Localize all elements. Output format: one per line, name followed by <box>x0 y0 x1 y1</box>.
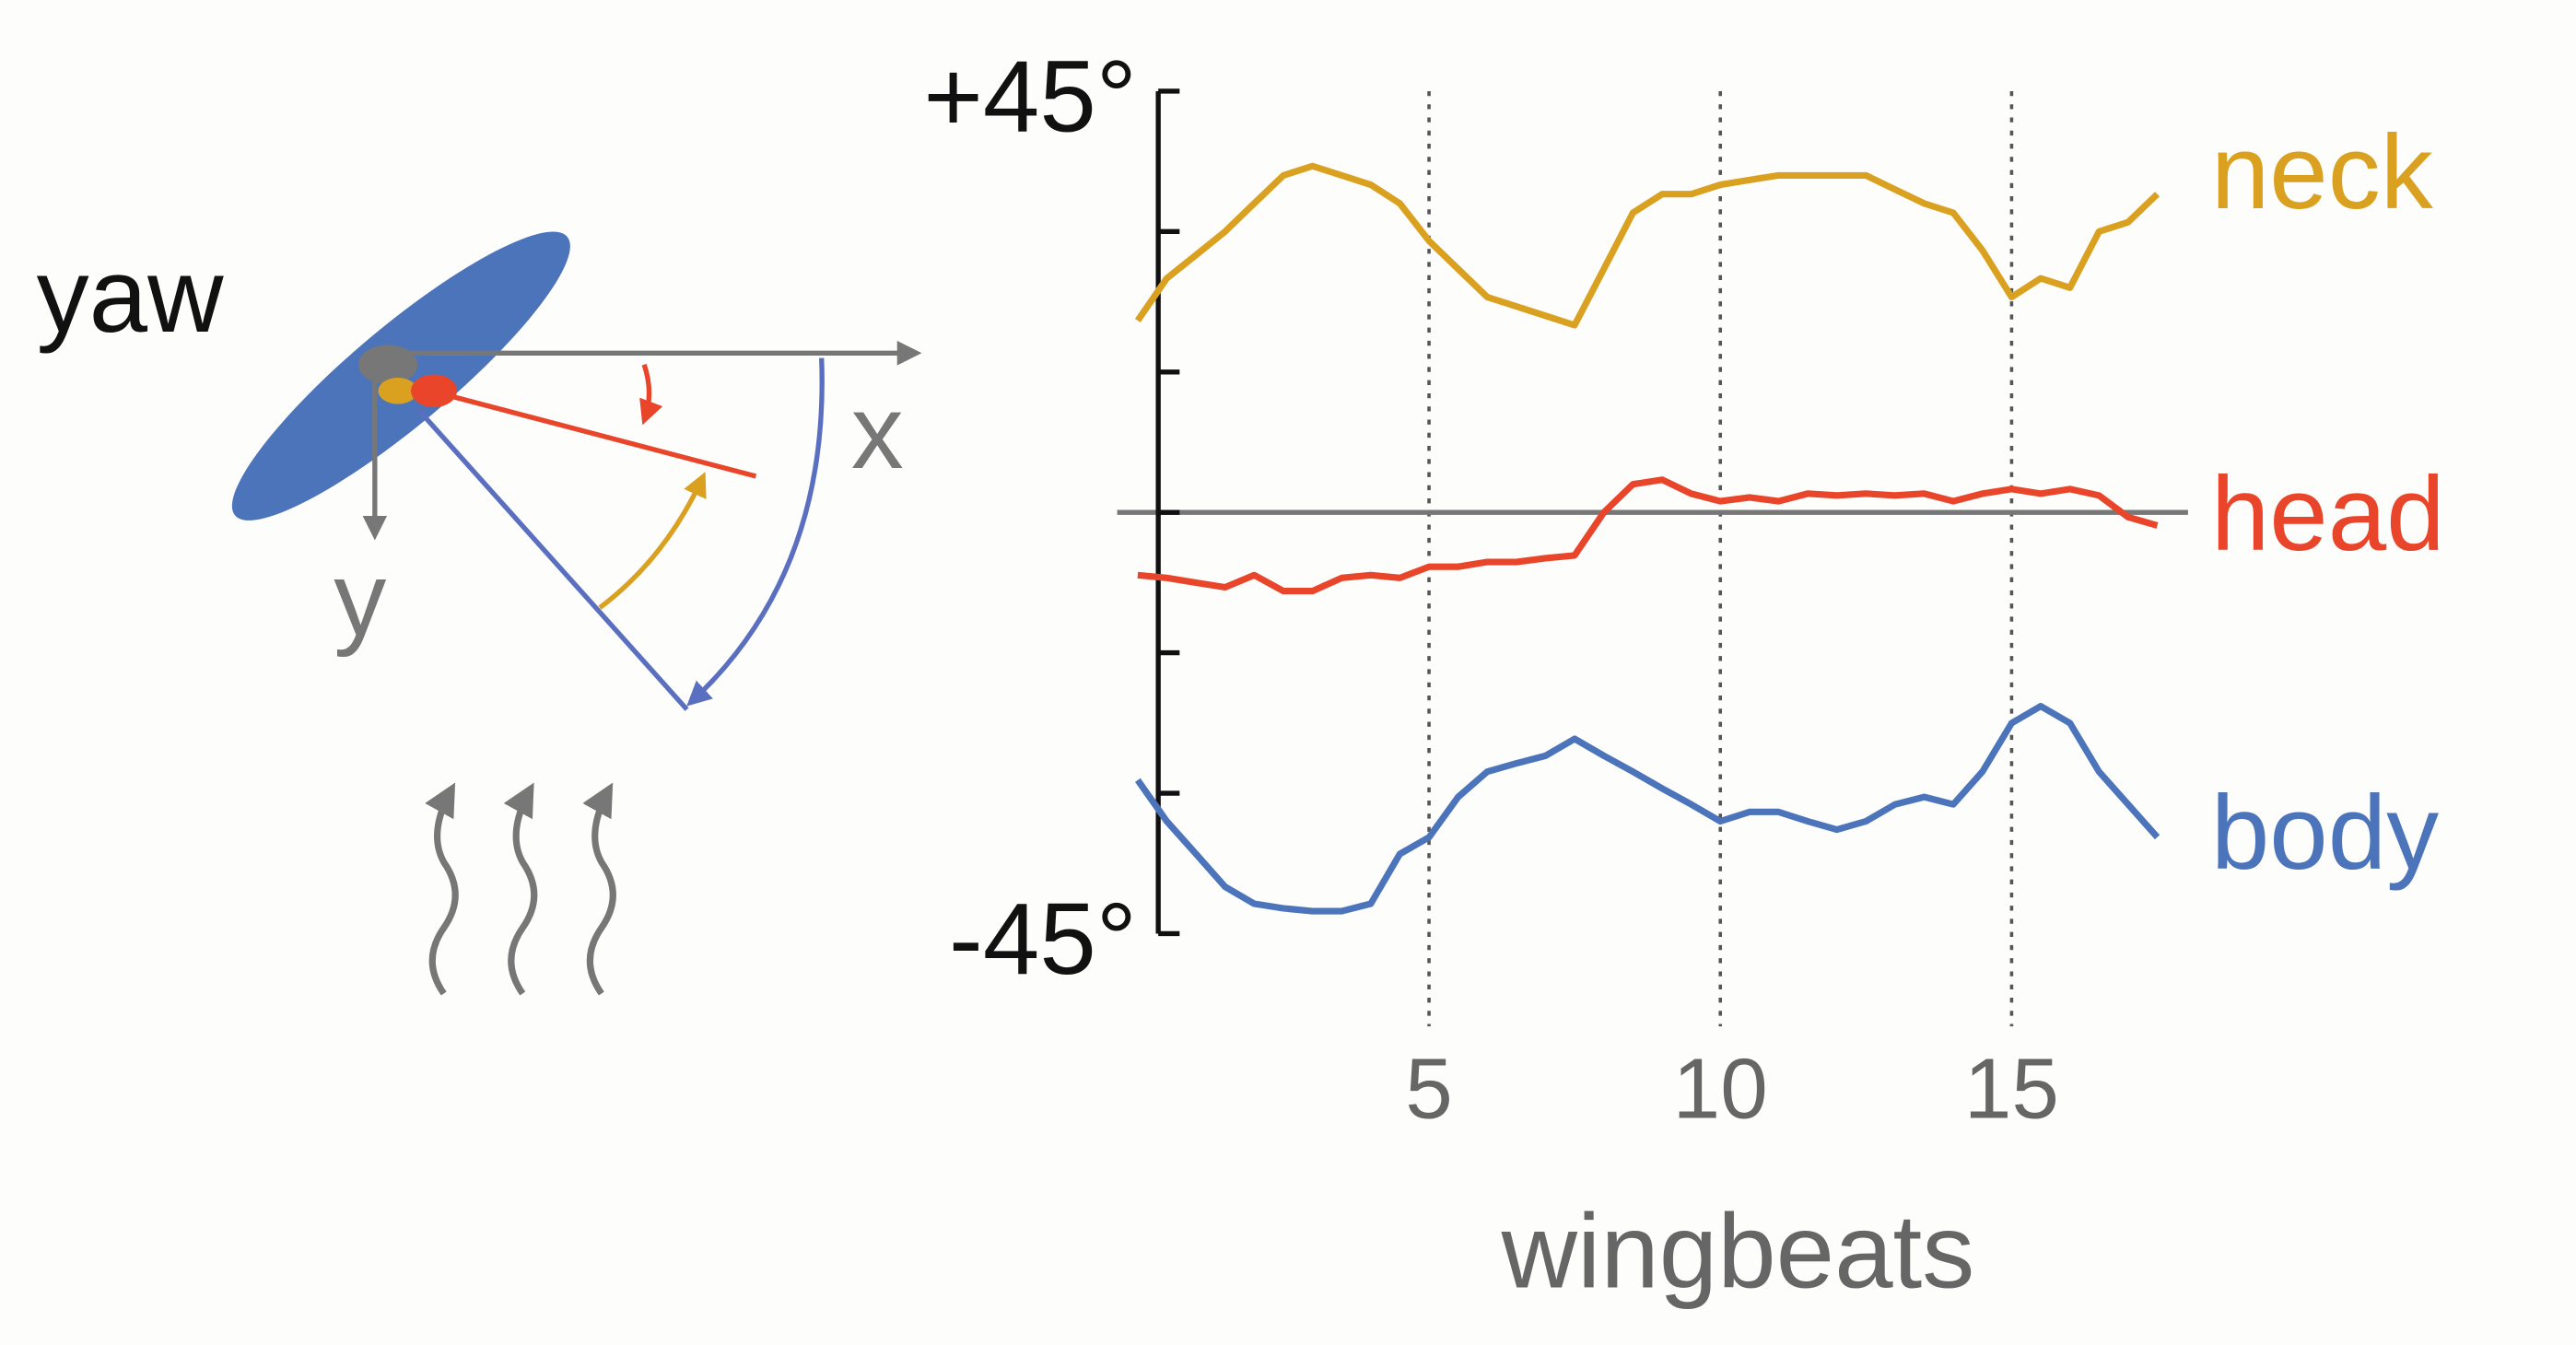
yaw-diagram: yaw x y <box>37 231 922 996</box>
head-arc <box>639 363 663 426</box>
neck-shape <box>378 378 418 404</box>
y-tick-label: -45° <box>949 883 1137 996</box>
series-line <box>1134 162 2160 329</box>
x-tick-label: 15 <box>1964 1041 2059 1137</box>
legend-label: neck <box>2211 114 2434 231</box>
neck-arc <box>598 472 707 610</box>
body-line <box>416 408 689 711</box>
x-tick-label: 5 <box>1405 1041 1453 1137</box>
series-line <box>1137 476 2159 595</box>
legend-label: body <box>2211 775 2439 892</box>
wind-arrow <box>503 782 538 996</box>
x-axis-title: wingbeats <box>1501 1193 1975 1310</box>
series-line <box>1134 702 2160 915</box>
y-tick-label: +45° <box>923 40 1137 153</box>
wind-arrow <box>425 782 459 996</box>
x-label: x <box>851 374 904 491</box>
x-tick-label: 10 <box>1673 1041 1768 1137</box>
head-line <box>429 388 757 479</box>
body-arc <box>686 357 825 707</box>
yaw-label: yaw <box>37 238 224 355</box>
y-label: y <box>334 542 386 659</box>
legend-label: head <box>2211 456 2445 573</box>
wind-arrow <box>582 782 616 996</box>
